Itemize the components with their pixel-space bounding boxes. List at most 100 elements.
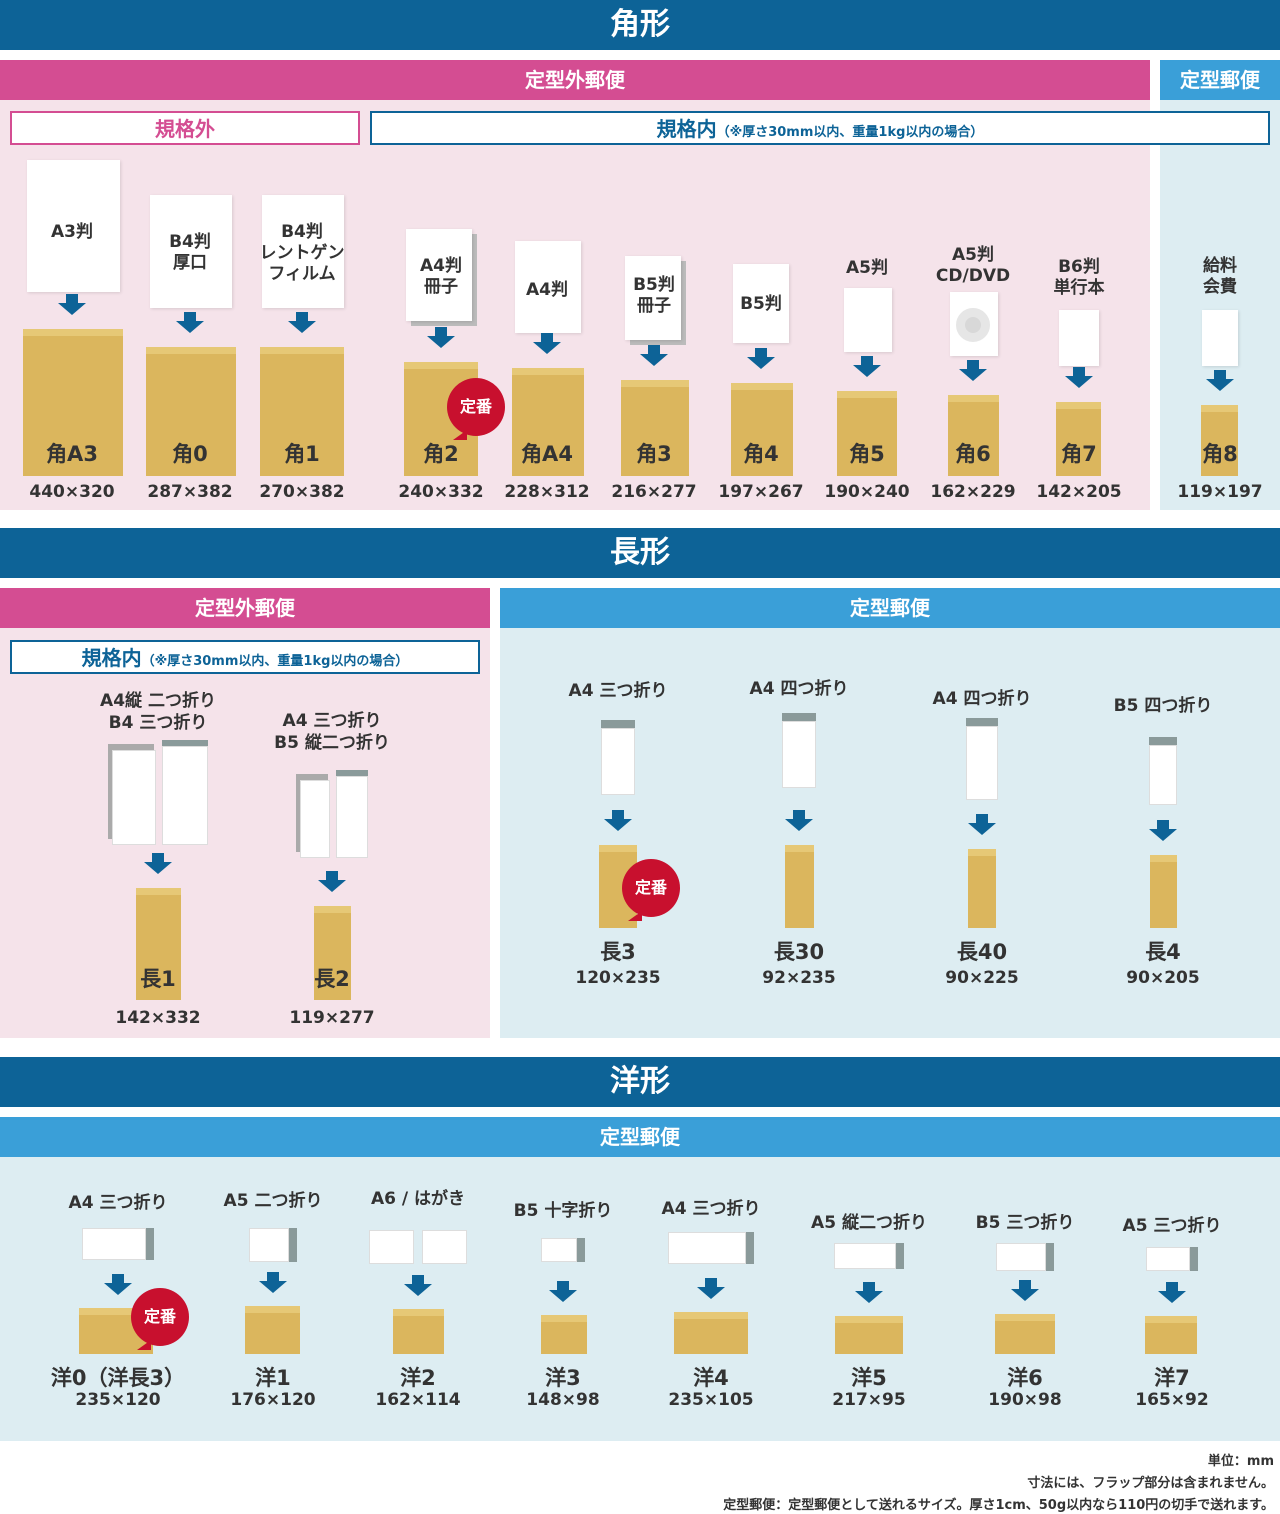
- down-arrow-icon: [1011, 1280, 1039, 1302]
- paper-label: A5 三つ折り: [1122, 1216, 1222, 1236]
- envelope: [260, 347, 344, 476]
- paper-label: A3判: [51, 222, 93, 242]
- folded-paper-icon: [541, 1238, 585, 1262]
- envelope: [245, 1306, 300, 1354]
- paper-sheet: [515, 241, 581, 333]
- paper-label: A6 / はがき: [370, 1189, 466, 1209]
- down-arrow-icon: [288, 312, 316, 334]
- envelope: [314, 906, 351, 1000]
- paper-sheet: [1059, 310, 1099, 366]
- folded-paper-icon: [966, 718, 998, 800]
- envelope-size: 270×382: [259, 482, 345, 502]
- envelope-size: 119×277: [289, 1008, 375, 1028]
- envelope-name: 長2: [314, 967, 350, 991]
- paper-label: B4判 厚口: [169, 232, 211, 273]
- you-header: 洋形: [0, 1057, 1280, 1107]
- paper-sheet: [406, 229, 472, 321]
- envelope-name: 長4: [1145, 940, 1181, 964]
- paper-label: A4判: [526, 280, 568, 300]
- naga-header: 長形: [0, 528, 1280, 578]
- envelope-name: 洋0（洋長3）: [50, 1366, 186, 1390]
- paper-label: B5判 冊子: [633, 275, 675, 316]
- naga-teikeigai-heading: 定型外郵便: [0, 588, 490, 628]
- you-teikei-panel: [0, 1117, 1280, 1441]
- paper-label: A4判 冊子: [420, 256, 462, 297]
- envelope: [995, 1314, 1055, 1354]
- envelope: [731, 383, 793, 476]
- paper-sheet: [844, 288, 892, 352]
- envelope-name: 長30: [773, 940, 825, 964]
- envelope-size: 176×120: [230, 1390, 316, 1410]
- paper-label: B5 四つ折り: [1113, 696, 1213, 716]
- kaku-teikeigai-heading: 定型外郵便: [0, 60, 1150, 100]
- folded-paper-icon: [834, 1243, 904, 1269]
- down-arrow-icon: [1149, 820, 1177, 842]
- envelope: [835, 1316, 903, 1354]
- envelope: [393, 1309, 444, 1354]
- envelope-name: 洋7: [1154, 1366, 1190, 1390]
- paper-sheet: [150, 195, 232, 308]
- down-arrow-icon: [697, 1278, 725, 1300]
- envelope-size: 119×197: [1177, 482, 1263, 502]
- paper-sheet: [1202, 310, 1238, 366]
- envelope-size: 190×98: [988, 1390, 1062, 1410]
- note-unit: 単位：mm: [1207, 1454, 1274, 1469]
- folded-paper-icon: [108, 740, 208, 845]
- cd-disc-icon: [956, 308, 990, 342]
- envelope-size: 228×312: [504, 482, 590, 502]
- standard-badge: 定番: [447, 378, 505, 440]
- kikakunai-note: （※厚さ30mm以内、重量1kg以内の場合）: [716, 125, 984, 140]
- down-arrow-icon: [1206, 370, 1234, 392]
- envelope-size: 235×105: [668, 1390, 754, 1410]
- folded-paper-icon: [1149, 737, 1177, 805]
- paper-label: B5判: [740, 294, 782, 314]
- folded-paper-icon: [1146, 1247, 1198, 1271]
- envelope: [1145, 1316, 1197, 1354]
- envelope: [621, 380, 689, 476]
- down-arrow-icon: [853, 356, 881, 378]
- paper-label: B5 十字折り: [513, 1201, 613, 1221]
- envelope-name: 長1: [140, 967, 176, 991]
- standard-badge: 定番: [622, 859, 680, 921]
- envelope: [674, 1312, 748, 1354]
- down-arrow-icon: [640, 345, 668, 367]
- paper-label: B4判 レントゲン フィルム: [259, 222, 345, 284]
- down-arrow-icon: [318, 871, 346, 893]
- envelope-size: 90×205: [1126, 968, 1200, 988]
- envelope: [136, 888, 181, 1000]
- paper-sheet: [262, 195, 344, 308]
- paper-label: A4 三つ折り: [568, 681, 668, 701]
- envelope-size: 240×332: [398, 482, 484, 502]
- paper-label: A5判 CD/DVD: [935, 245, 1011, 286]
- envelope-name: 角7: [1061, 442, 1097, 466]
- envelope-size: 120×235: [575, 968, 661, 988]
- envelope-name: 角4: [743, 442, 779, 466]
- folded-paper-icon: [782, 713, 816, 788]
- envelope-name: 角A3: [46, 442, 98, 466]
- down-arrow-icon: [968, 814, 996, 836]
- down-arrow-icon: [959, 360, 987, 382]
- paper-label: A5 二つ折り: [223, 1191, 323, 1211]
- down-arrow-icon: [404, 1275, 432, 1297]
- down-arrow-icon: [1158, 1282, 1186, 1304]
- paper-sheet: [27, 160, 120, 292]
- envelope: [1201, 405, 1238, 476]
- envelope-name: 角A4: [521, 442, 573, 466]
- down-arrow-icon: [549, 1281, 577, 1303]
- paper-label: A4 四つ折り: [749, 679, 849, 699]
- envelope-name: 角5: [849, 442, 885, 466]
- envelope-size: 92×235: [762, 968, 836, 988]
- paper-label: A5判: [846, 258, 888, 278]
- envelope-size: 90×225: [945, 968, 1019, 988]
- envelope: [837, 391, 897, 476]
- kaku-kikakunai-label: 規格内（※厚さ30mm以内、重量1kg以内の場合）: [370, 111, 1270, 145]
- envelope-size: 148×98: [526, 1390, 600, 1410]
- paper-sheet: [625, 256, 681, 340]
- kaku-kikakugai-label: 規格外: [10, 111, 360, 145]
- envelope: [541, 1315, 587, 1354]
- envelope-size: 217×95: [832, 1390, 906, 1410]
- folded-paper-icon: [369, 1230, 467, 1264]
- envelope: [512, 368, 584, 476]
- kaku-header: 角形: [0, 0, 1280, 50]
- standard-badge: 定番: [131, 1288, 189, 1350]
